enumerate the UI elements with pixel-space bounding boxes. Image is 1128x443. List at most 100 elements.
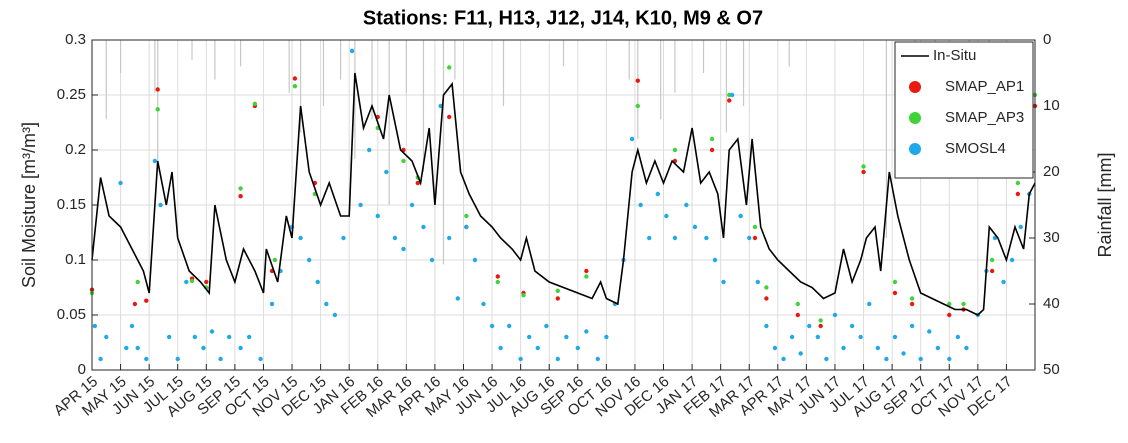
point [555,288,560,293]
legend-label: SMOSL4 [945,140,1006,157]
point [258,356,263,362]
point [1015,191,1021,197]
point [349,48,355,54]
point [521,293,526,298]
point [807,323,812,329]
point [209,329,215,334]
y2-tick-label: 20 [1043,163,1060,180]
point [332,312,338,318]
point [238,345,243,351]
point [729,92,735,98]
line [91,72,1036,316]
point [135,279,140,285]
point [409,202,415,208]
point [166,334,172,340]
y2-tick-label: 10 [1043,97,1060,114]
point [155,107,160,112]
y-axis-label: Soil Moisture [m³/m³] [19,122,39,288]
point [246,334,252,340]
point [947,301,952,307]
point [638,202,643,208]
point [438,103,443,109]
point [498,345,503,351]
point [98,356,103,362]
legend-swatch [909,143,921,155]
point [269,301,275,307]
point [795,301,801,307]
point [238,194,243,199]
y-tick-label: 0.3 [65,31,86,48]
y-tick-label: 0.2 [65,141,86,158]
point [129,323,135,329]
point [635,78,640,83]
point [989,257,995,263]
y2-tick-label: 40 [1043,295,1060,312]
point [584,274,589,279]
point [575,345,580,351]
point [849,323,855,329]
point [815,334,821,340]
point [489,323,495,329]
point [818,318,823,323]
y2-tick-label: 0 [1043,31,1051,48]
point [132,301,138,307]
point [204,279,209,285]
point [544,323,549,329]
point [764,285,769,290]
point [789,334,795,340]
point [158,202,163,208]
y2-tick-label: 30 [1043,229,1060,246]
point [464,213,469,219]
point [818,323,823,329]
y2-tick-label: 50 [1043,361,1060,378]
legend-swatch [909,112,921,124]
point [495,274,500,279]
point [709,136,715,142]
point [315,279,320,285]
point [955,334,961,340]
point [927,329,932,334]
point [947,356,952,362]
point [1015,180,1021,186]
point [555,356,560,362]
point [672,235,678,241]
point [867,301,872,307]
point [507,323,512,329]
point [764,323,769,329]
point [727,98,732,103]
point [189,278,195,284]
point [909,323,915,329]
point [841,345,846,351]
point [595,356,600,362]
point [584,268,589,274]
point [747,235,752,241]
point [144,356,149,362]
point [709,147,715,153]
point [472,257,478,263]
point [124,345,129,351]
legend-label: SMAP_AP3 [945,109,1024,126]
point [875,345,881,351]
point [421,224,426,230]
point [781,356,786,362]
y-tick-label: 0.1 [65,251,86,268]
point [175,356,180,362]
point [989,268,995,274]
point [401,246,406,252]
point [218,356,223,362]
point [884,356,889,362]
point [964,345,969,351]
y2-axis-label: Rainfall [mm] [1095,152,1115,257]
point [961,301,966,307]
legend-label: SMAP_AP1 [945,78,1024,95]
legend-box [894,41,1034,179]
point [909,296,915,301]
point [901,351,906,356]
legend-swatch [909,81,921,93]
point [366,147,372,153]
point [635,103,640,109]
point [738,213,743,219]
point [555,296,560,301]
point [712,257,718,263]
point [692,224,698,230]
